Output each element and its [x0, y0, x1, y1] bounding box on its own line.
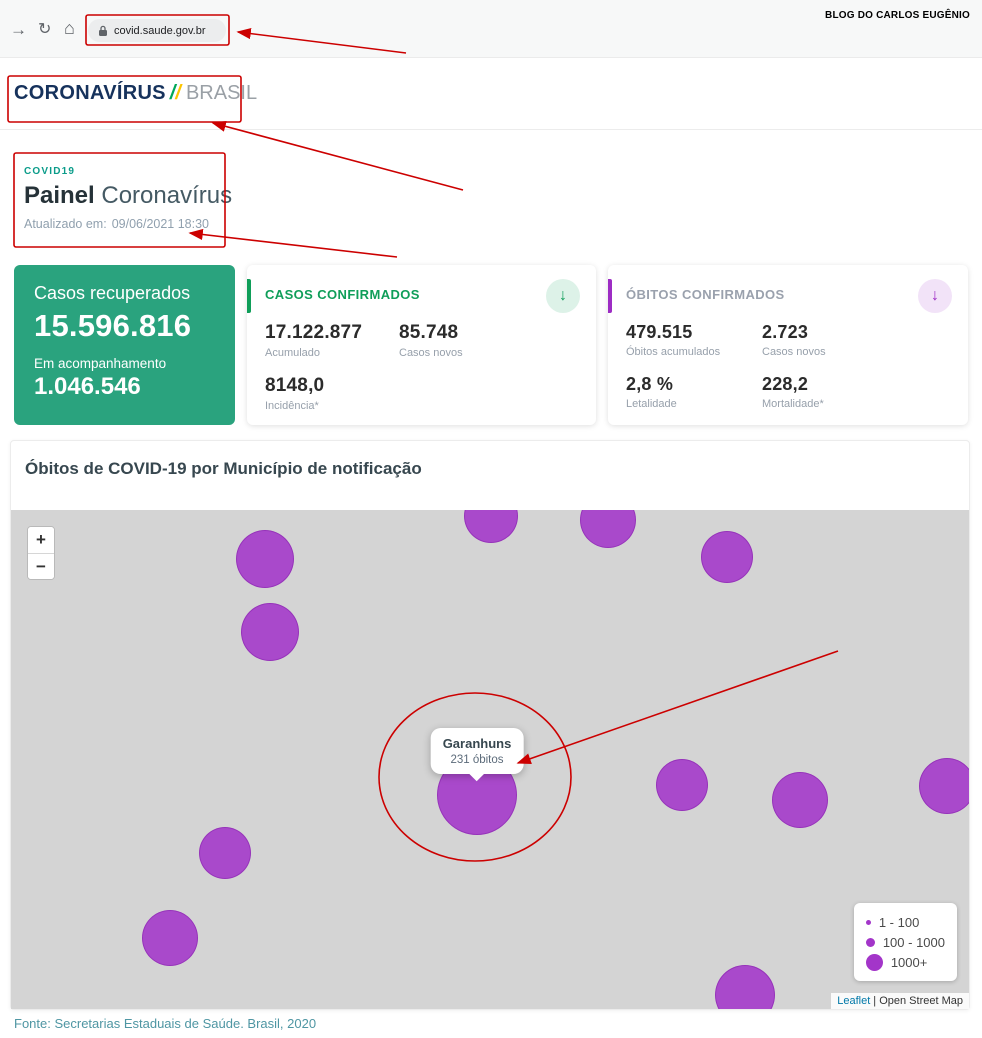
map-popup: Garanhuns 231 óbitos — [430, 728, 524, 774]
stat-value: 85.748 — [399, 322, 459, 343]
intro-section: COVID19 Painel Coronavírus Atualizado em… — [24, 166, 232, 231]
updated-value: 09/06/2021 18:30 — [111, 217, 210, 231]
source-footnote: Fonte: Secretarias Estaduais de Saúde. B… — [14, 1016, 317, 1031]
stat-label: Casos novos — [399, 347, 463, 359]
confirmed-stats: 17.122.877 Acumulado 85.748 Casos novos … — [265, 322, 578, 412]
map-section-title: Óbitos de COVID-19 por Município de noti… — [25, 459, 422, 478]
stat-value: 17.122.877 — [265, 322, 363, 343]
download-icon: ↓ — [559, 287, 567, 304]
blog-credit: BLOG DO CARLOS EUGÊNIO — [825, 10, 970, 21]
deaths-card-title: ÓBITOS CONFIRMADOS — [626, 287, 785, 302]
download-icon: ↓ — [931, 287, 939, 304]
stat-label: Óbitos acumulados — [626, 346, 721, 358]
logo-coronavirus: CORONAVÍRUS — [14, 82, 166, 104]
followup-label: Em acompanhamento — [34, 356, 167, 371]
stat-letalidade: 2,8 % Letalidade — [626, 374, 762, 410]
zoom-in-button[interactable]: + — [28, 527, 54, 553]
page-title: Painel Coronavírus — [24, 182, 232, 210]
site-header: CORONAVÍRUS//BRASIL — [0, 58, 982, 130]
map-marker[interactable] — [715, 965, 775, 1009]
legend-row: 1 - 100 — [865, 912, 945, 932]
recovered-card: Casos recuperados 15.596.816 Em acompanh… — [14, 265, 235, 425]
map-section: Óbitos de COVID-19 por Município de noti… — [10, 440, 970, 1010]
stat-mortalidade: 228,2 Mortalidade* — [762, 374, 950, 410]
stat-label: Letalidade — [626, 398, 677, 410]
reload-icon[interactable]: ↻ — [38, 21, 52, 38]
map-marker[interactable] — [464, 510, 518, 543]
legend-dot-small — [865, 919, 871, 925]
legend-label: 1000+ — [890, 954, 928, 970]
confirmed-download-button[interactable]: ↓ — [546, 279, 580, 313]
stat-incidencia: 8148,0 Incidência* — [265, 375, 399, 412]
confirmed-card-title: CASOS CONFIRMADOS — [265, 287, 420, 302]
browser-chrome: → ↻ ⌂ covid.saude.gov.br BLOG DO CARLOS … — [0, 0, 982, 58]
map-canvas[interactable]: + − Garanhuns 231 óbitos 1 - 100 100 - 1… — [11, 510, 969, 1009]
home-icon[interactable]: ⌂ — [64, 18, 75, 38]
leaflet-attribution-link[interactable]: Leaflet — [837, 995, 871, 1007]
legend-dot-medium — [865, 937, 875, 947]
logo-slash-yellow: / — [175, 82, 181, 104]
followup-value: 1.046.546 — [34, 373, 141, 400]
deaths-download-button[interactable]: ↓ — [918, 279, 952, 313]
stat-value: 8148,0 — [265, 375, 325, 396]
url-text: covid.saude.gov.br — [114, 24, 206, 37]
confirmed-accent-bar — [247, 279, 251, 313]
page-title-bold: Painel — [24, 182, 95, 209]
confirmed-card: CASOS CONFIRMADOS ↓ 17.122.877 Acumulado… — [247, 265, 596, 425]
map-marker[interactable] — [142, 910, 198, 966]
stat-casos-novos: 2.723 Casos novos — [762, 322, 950, 358]
stat-value: 228,2 — [762, 374, 809, 394]
covid19-eyebrow: COVID19 — [24, 166, 76, 177]
annotation-arrow-painel — [188, 228, 398, 258]
address-bar[interactable]: covid.saude.gov.br — [88, 19, 226, 42]
stat-value: 2,8 % — [626, 374, 674, 394]
annotation-arrow-logo — [211, 120, 464, 191]
map-marker[interactable] — [199, 827, 251, 879]
legend-row: 1000+ — [865, 952, 945, 972]
deaths-card: ÓBITOS CONFIRMADOS ↓ 479.515 Óbitos acum… — [608, 265, 968, 425]
map-marker[interactable] — [656, 759, 708, 811]
map-marker[interactable] — [701, 531, 753, 583]
stat-label: Acumulado — [265, 347, 321, 359]
deaths-accent-bar — [608, 279, 612, 313]
legend-label: 100 - 1000 — [882, 934, 945, 950]
legend-label: 1 - 100 — [878, 914, 920, 930]
map-marker[interactable] — [919, 758, 969, 814]
recovered-label: Casos recuperados — [34, 283, 191, 303]
map-attribution: Leaflet | Open Street Map — [831, 993, 969, 1009]
stat-label: Incidência* — [265, 400, 319, 412]
legend-dot-large — [865, 953, 883, 971]
zoom-out-button[interactable]: − — [28, 553, 54, 579]
legend-row: 100 - 1000 — [865, 932, 945, 952]
stat-casos-novos: 85.748 Casos novos — [399, 322, 578, 359]
updated-label: Atualizado em: — [24, 217, 107, 231]
recovered-value: 15.596.816 — [34, 308, 192, 343]
logo-brasil: BRASIL — [185, 82, 258, 104]
popup-city: Garanhuns — [442, 736, 512, 751]
map-marker[interactable] — [580, 510, 636, 548]
lock-icon — [98, 25, 108, 37]
stat-acumulado: 17.122.877 Acumulado — [265, 322, 399, 359]
stat-obitos-acumulados: 479.515 Óbitos acumulados — [626, 322, 762, 358]
forward-icon[interactable]: → — [10, 20, 27, 39]
osm-attribution: | Open Street Map — [870, 995, 963, 1007]
stat-label: Casos novos — [762, 346, 826, 358]
map-marker[interactable] — [236, 530, 294, 588]
map-legend: 1 - 100 100 - 1000 1000+ — [853, 903, 957, 981]
updated-text: Atualizado em: 09/06/2021 18:30 — [24, 217, 232, 231]
stat-cards-row: Casos recuperados 15.596.816 Em acompanh… — [14, 265, 968, 425]
map-marker[interactable] — [241, 603, 299, 661]
zoom-control: + − — [27, 526, 55, 580]
deaths-stats: 479.515 Óbitos acumulados 2.723 Casos no… — [626, 322, 950, 410]
popup-deaths: 231 óbitos — [450, 754, 504, 766]
stat-value: 479.515 — [626, 322, 693, 342]
stat-label: Mortalidade* — [762, 398, 824, 410]
map-marker[interactable] — [772, 772, 828, 828]
site-logo[interactable]: CORONAVÍRUS//BRASIL — [14, 82, 257, 105]
stat-value: 2.723 — [762, 322, 809, 342]
page-title-regular: Coronavírus — [101, 182, 233, 209]
